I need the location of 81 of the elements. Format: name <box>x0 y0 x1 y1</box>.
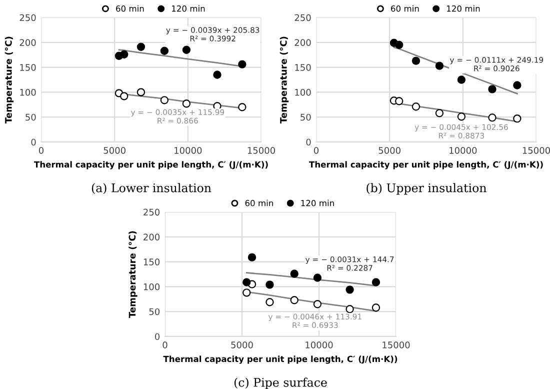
text: (c) Pipe surface <box>234 378 327 389</box>
point <box>435 62 444 70</box>
point <box>395 40 404 49</box>
x-tick-label: 10000 <box>306 342 333 348</box>
x-tick-label: 0 <box>314 147 319 154</box>
y-tick-label: 0 <box>154 333 160 340</box>
point <box>266 298 274 306</box>
legend-label: 60 min <box>391 5 419 12</box>
y-axis-title: Temperature (°C) <box>128 231 138 318</box>
point <box>372 278 380 286</box>
point <box>213 70 222 79</box>
point <box>395 97 404 106</box>
point <box>136 88 146 96</box>
point <box>136 42 146 51</box>
x-tick-label: 15000 <box>522 147 550 154</box>
x-axis-title: Thermal capacity per unit pipe length, C′ (J/(m·K)) <box>34 161 268 170</box>
y-tick-label: 200 <box>294 39 311 46</box>
point <box>160 96 169 104</box>
x-tick-label: 5000 <box>378 147 400 154</box>
point <box>346 305 354 314</box>
y-tick-label: 200 <box>144 234 160 240</box>
y-axis-title: Temperature (°C) <box>280 36 289 124</box>
point <box>412 102 420 111</box>
point <box>488 85 496 94</box>
text: (a) Lower insulation <box>92 183 212 194</box>
point <box>290 296 298 304</box>
point <box>412 56 420 65</box>
x-tick-label: 0 <box>162 342 168 348</box>
x-tick-label: 10000 <box>450 147 477 154</box>
point <box>513 81 522 90</box>
point <box>238 60 246 68</box>
point <box>372 304 380 312</box>
y-tick-label: 150 <box>144 258 160 266</box>
point <box>120 50 128 58</box>
point <box>457 112 466 121</box>
y-tick-label: 50 <box>300 114 311 121</box>
legend-label: 120 min <box>447 5 480 12</box>
point <box>313 274 322 282</box>
text: (b) Upper insulation <box>366 183 486 195</box>
x-tick-label: 15000 <box>248 147 276 154</box>
point <box>488 113 496 122</box>
x-tick-label: 15000 <box>382 342 410 348</box>
y-tick-label: 150 <box>20 64 36 71</box>
y-tick-label: 250 <box>20 14 36 22</box>
x-axis-title: Thermal capacity per unit pipe length, C′ (J/(m·K)) <box>309 161 543 170</box>
y-tick-label: 100 <box>20 88 36 96</box>
point <box>313 300 322 308</box>
y-tick-label: 150 <box>295 64 311 71</box>
legend-label: 120 min <box>301 200 334 206</box>
x-axis-title: Thermal capacity per unit pipe length, C′ (J/(m·K)) <box>163 356 398 364</box>
x-tick-label: 5000 <box>231 342 253 348</box>
y-axis-title: Temperature (°C) <box>4 36 14 124</box>
point <box>242 288 251 297</box>
point <box>457 76 466 84</box>
point <box>120 92 128 100</box>
legend-label: 120 min <box>172 5 205 12</box>
y-tick-label: 100 <box>144 283 160 290</box>
point <box>238 103 246 112</box>
x-tick-label: 0 <box>38 147 44 154</box>
point <box>435 109 444 118</box>
y-tick-label: 0 <box>306 138 311 146</box>
legend-label: 60 min <box>245 200 273 206</box>
y-tick-label: 50 <box>26 114 36 121</box>
y-tick-label: 200 <box>20 39 36 46</box>
point <box>182 100 191 108</box>
point <box>346 286 354 294</box>
point <box>290 270 298 278</box>
point <box>248 253 256 262</box>
legend-label: 60 min <box>116 5 144 12</box>
point <box>160 46 169 55</box>
x-tick-label: 10000 <box>174 147 202 154</box>
y-tick-label: 50 <box>149 308 160 316</box>
point <box>266 280 274 289</box>
y-tick-label: 0 <box>31 138 36 146</box>
point <box>182 46 191 54</box>
y-tick-label: 100 <box>295 88 311 96</box>
point <box>242 278 251 286</box>
x-tick-label: 5000 <box>104 147 126 154</box>
point <box>513 114 522 123</box>
y-tick-label: 250 <box>294 14 311 22</box>
y-tick-label: 250 <box>144 208 160 216</box>
